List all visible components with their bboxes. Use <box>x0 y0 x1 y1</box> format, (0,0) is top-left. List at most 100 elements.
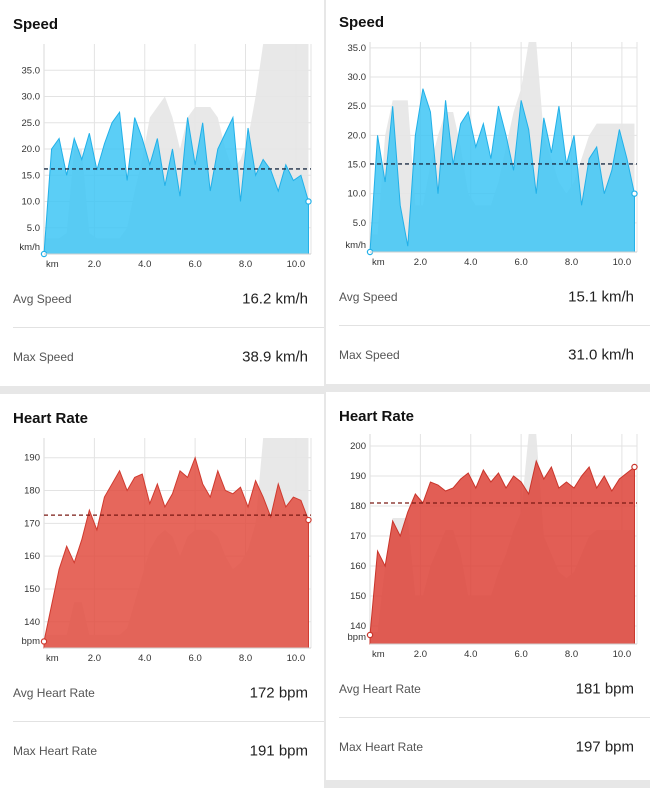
y-tick-label: 15.0 <box>348 160 367 171</box>
x-tick-label: 10.0 <box>613 649 632 660</box>
card-title: Speed <box>339 14 385 31</box>
stat-value: 197 bpm <box>575 738 634 756</box>
stat-label: Avg Heart Rate <box>339 682 421 696</box>
y-tick-label: 140 <box>350 621 366 632</box>
stat-label: Avg Speed <box>13 292 72 306</box>
x-tick-label: 10.0 <box>613 257 632 268</box>
y-tick-label: 150 <box>350 591 366 602</box>
x-unit-label: km <box>46 653 59 664</box>
x-tick-label: 4.0 <box>464 649 477 660</box>
divider <box>339 717 650 718</box>
avg-speed-row: Avg Speed 16.2 km/h <box>0 270 324 328</box>
y-tick-label: 25.0 <box>22 118 41 129</box>
stat-label: Max Heart Rate <box>13 744 98 758</box>
data-area <box>43 456 309 649</box>
x-tick-label: 2.0 <box>414 649 427 660</box>
x-tick-label: 8.0 <box>565 257 578 268</box>
y-tick-label: 20.0 <box>348 130 367 141</box>
y-tick-label: 25.0 <box>348 101 367 112</box>
y-tick-label: 170 <box>350 531 366 542</box>
heart-rate-card-left: Heart Rate 140 150 160 170 180 190 bpm km 2.0 4.0… <box>0 394 324 788</box>
speed-card-right: Speed 5.0 10.0 15.0 20.0 25.0 30.0 35.0 km/h km 2… <box>326 0 650 384</box>
stat-value: 16.2 km/h <box>242 290 308 308</box>
end-marker <box>305 516 312 524</box>
end-marker <box>631 190 638 197</box>
divider <box>339 325 650 326</box>
max-speed-row: Max Speed 31.0 km/h <box>326 326 650 384</box>
avg-heart-rate-row: Avg Heart Rate 172 bpm <box>0 664 324 722</box>
x-tick-label: 10.0 <box>287 653 306 664</box>
heart-rate-card-right: Heart Rate 140 150 160 170 180 190 200 bpm km 2.0… <box>326 392 650 780</box>
end-marker <box>305 198 312 205</box>
y-tick-label: 200 <box>350 441 366 452</box>
y-tick-label: 35.0 <box>22 65 41 76</box>
y-tick-label: 15.0 <box>22 170 41 181</box>
data-area <box>43 110 309 255</box>
y-tick-label: 30.0 <box>348 72 367 83</box>
stat-label: Avg Speed <box>339 290 398 304</box>
x-tick-label: 8.0 <box>239 259 252 270</box>
y-tick-label: 190 <box>350 471 366 482</box>
stat-label: Max Heart Rate <box>339 740 424 754</box>
card-title: Heart Rate <box>339 408 415 425</box>
x-unit-label: km <box>372 649 385 660</box>
stat-label: Max Speed <box>339 348 400 362</box>
x-tick-label: 8.0 <box>565 649 578 660</box>
stat-value: 38.9 km/h <box>242 348 308 366</box>
y-unit-label: bpm <box>348 632 367 643</box>
y-tick-label: 10.0 <box>22 197 41 208</box>
max-speed-row: Max Speed 38.9 km/h <box>0 328 324 386</box>
stat-value: 15.1 km/h <box>568 288 634 306</box>
data-area <box>369 88 635 253</box>
x-tick-label: 4.0 <box>464 257 477 268</box>
x-tick-label: 2.0 <box>88 653 101 664</box>
x-tick-label: 2.0 <box>88 259 101 270</box>
y-unit-label: km/h <box>345 240 366 251</box>
avg-speed-row: Avg Speed 15.1 km/h <box>326 268 650 326</box>
y-tick-label: 5.0 <box>353 218 366 229</box>
y-tick-label: 160 <box>350 561 366 572</box>
x-tick-label: 8.0 <box>239 653 252 664</box>
x-tick-label: 6.0 <box>515 649 528 660</box>
x-tick-label: 10.0 <box>287 259 306 270</box>
stat-label: Avg Heart Rate <box>13 686 95 700</box>
y-tick-label: 160 <box>24 551 40 562</box>
speed-chart: 5.0 10.0 15.0 20.0 25.0 30.0 35.0 km/h km 2.0 4.0 6… <box>19 44 312 270</box>
y-tick-label: 20.0 <box>22 144 41 155</box>
stat-value: 191 bpm <box>249 742 308 760</box>
end-marker <box>631 463 638 471</box>
avg-heart-rate-row: Avg Heart Rate 181 bpm <box>326 660 650 718</box>
x-tick-label: 6.0 <box>189 259 202 270</box>
y-tick-label: 140 <box>24 617 40 628</box>
x-unit-label: km <box>372 257 385 268</box>
start-marker <box>366 631 374 639</box>
y-tick-label: 5.0 <box>27 223 40 234</box>
y-tick-label: 10.0 <box>348 189 367 200</box>
divider <box>13 721 324 722</box>
y-tick-label: 180 <box>350 501 366 512</box>
max-heart-rate-row: Max Heart Rate 191 bpm <box>0 722 324 780</box>
y-tick-label: 30.0 <box>22 92 41 103</box>
max-heart-rate-row: Max Heart Rate 197 bpm <box>326 718 650 776</box>
y-tick-label: 35.0 <box>348 43 367 54</box>
stat-value: 181 bpm <box>575 680 634 698</box>
x-tick-label: 4.0 <box>138 259 151 270</box>
y-tick-label: 180 <box>24 486 40 497</box>
x-unit-label: km <box>46 259 59 270</box>
speed-card-left: Speed 5.0 10.0 15.0 20.0 25.0 30.0 35.0 km/h km 2… <box>0 0 324 386</box>
x-tick-label: 2.0 <box>414 257 427 268</box>
x-tick-label: 6.0 <box>515 257 528 268</box>
divider <box>13 327 324 328</box>
y-unit-label: bpm <box>22 636 41 647</box>
data-area <box>369 459 635 645</box>
card-title: Heart Rate <box>13 410 89 427</box>
y-tick-label: 170 <box>24 518 40 529</box>
speed-chart: 5.0 10.0 15.0 20.0 25.0 30.0 35.0 km/h km 2.0 4.0 6… <box>345 42 638 268</box>
y-tick-label: 190 <box>24 453 40 464</box>
y-unit-label: km/h <box>19 242 40 253</box>
card-title: Speed <box>13 16 59 33</box>
y-tick-label: 150 <box>24 584 40 595</box>
x-tick-label: 4.0 <box>138 653 151 664</box>
